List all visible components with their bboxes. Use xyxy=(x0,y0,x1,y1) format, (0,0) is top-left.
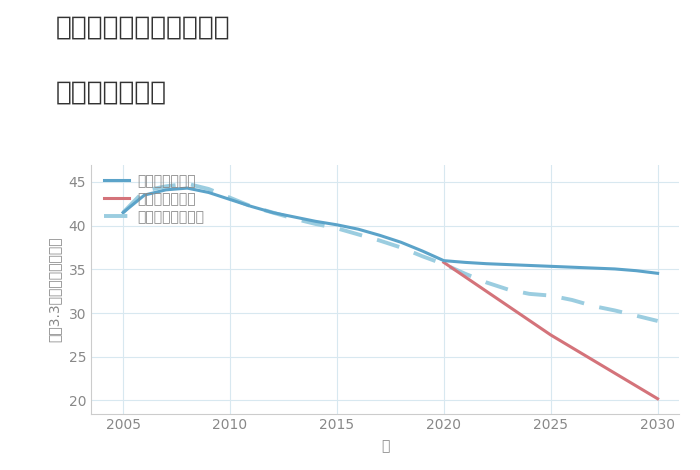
Legend: グッドシナリオ, バッドシナリオ, ノーマルシナリオ: グッドシナリオ, バッドシナリオ, ノーマルシナリオ xyxy=(104,174,204,224)
X-axis label: 年: 年 xyxy=(381,439,389,454)
Text: 兵庫県姫路市城北新町の: 兵庫県姫路市城北新町の xyxy=(56,14,230,40)
Y-axis label: 坪（3.3㎡）単価（万円）: 坪（3.3㎡）単価（万円） xyxy=(48,236,62,342)
Text: 土地の価格推移: 土地の価格推移 xyxy=(56,80,167,106)
